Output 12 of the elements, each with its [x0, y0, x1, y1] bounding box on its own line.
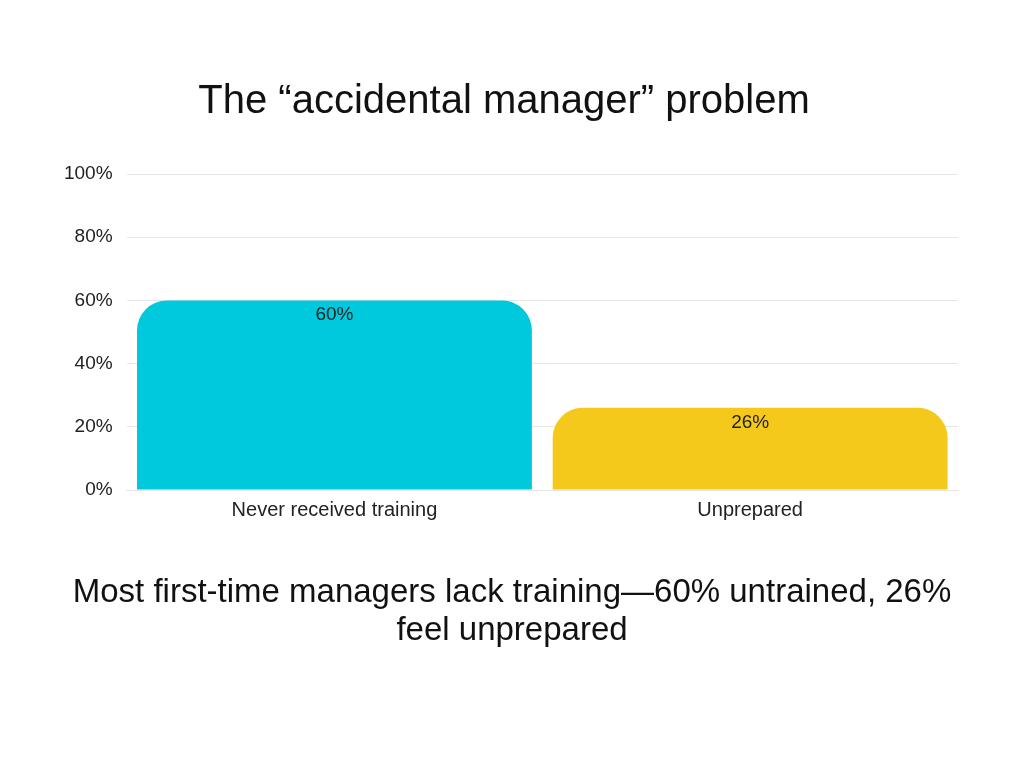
y-tick-label: 60%	[74, 288, 113, 310]
x-tick-label: Never received training	[231, 497, 438, 520]
data-label: 60%	[315, 303, 354, 325]
y-tick-label: 20%	[74, 415, 113, 437]
text: Most first-time managers lack training—60% untrained, 26% feel unprepared	[71, 572, 953, 648]
y-tick-label: 40%	[74, 351, 113, 373]
x-tick-label: Unprepared	[697, 497, 803, 520]
y-tick-label: 0%	[85, 478, 113, 500]
y-tick-label: 100%	[63, 162, 113, 184]
y-tick-label: 80%	[74, 225, 113, 247]
data-label: 26%	[731, 410, 770, 432]
chart-title: The “accidental manager” problem	[198, 77, 810, 122]
